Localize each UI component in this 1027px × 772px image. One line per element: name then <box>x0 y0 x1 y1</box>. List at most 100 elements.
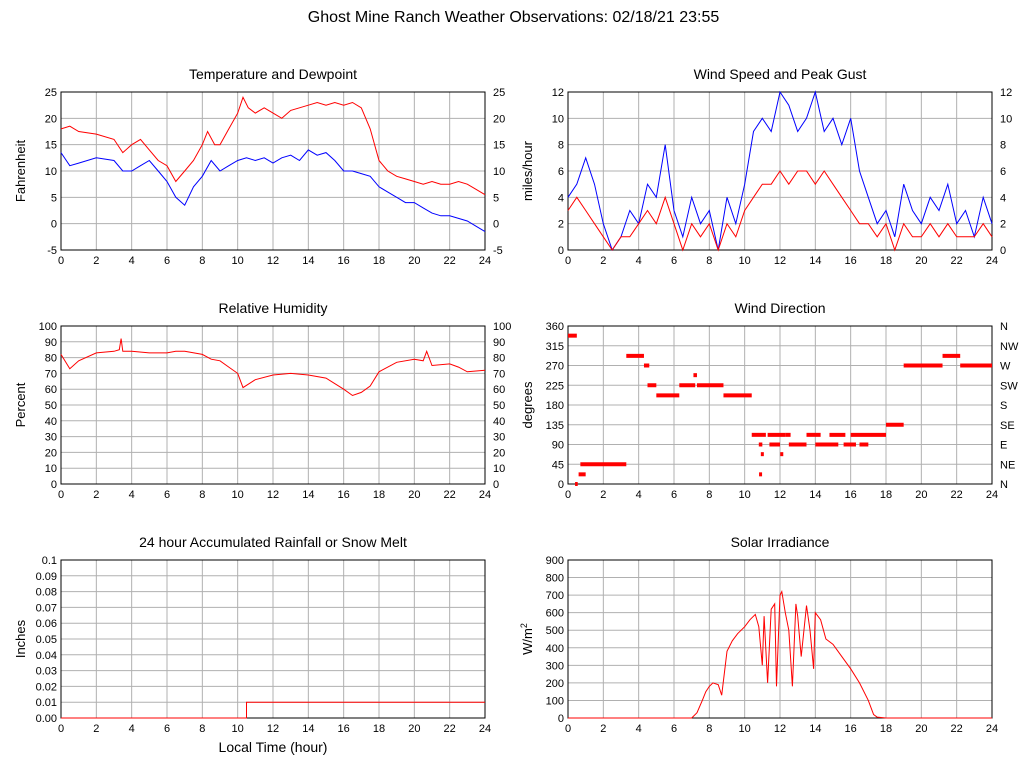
x-tick-label: 4 <box>636 723 642 735</box>
direction-point <box>760 452 764 457</box>
right-tick-label: N <box>1000 321 1008 333</box>
x-tick-label: 10 <box>739 489 751 501</box>
y-tick-label: 0.06 <box>36 618 57 630</box>
x-tick-label: 8 <box>199 723 205 735</box>
x-tick-label: 14 <box>809 255 821 267</box>
x-tick-label: 22 <box>444 723 456 735</box>
y-tick-label: 70 <box>45 368 57 380</box>
y-tick-label: 20 <box>45 447 57 459</box>
y-tick-label: 45 <box>552 459 564 471</box>
right-tick-label: 40 <box>493 416 505 428</box>
right-tick-label: S <box>1000 400 1007 412</box>
chart-title: 24 hour Accumulated Rainfall or Snow Mel… <box>139 534 407 550</box>
y-tick-label: 80 <box>45 353 57 365</box>
x-tick-label: 22 <box>444 255 456 267</box>
y-tick-label: 0 <box>51 479 57 491</box>
x-tick-label: 18 <box>880 489 892 501</box>
x-tick-label: 16 <box>845 489 857 501</box>
x-tick-label: 18 <box>880 255 892 267</box>
x-tick-label: 20 <box>408 489 420 501</box>
y-tick-label: 50 <box>45 400 57 412</box>
x-tick-label: 10 <box>739 255 751 267</box>
y-tick-label: 900 <box>546 555 564 567</box>
x-tick-label: 2 <box>600 723 606 735</box>
y-tick-label: 225 <box>546 380 564 392</box>
y-tick-label: 0.03 <box>36 666 57 678</box>
x-tick-label: 20 <box>408 723 420 735</box>
chart-title: Wind Direction <box>734 300 825 316</box>
x-tick-label: 0 <box>565 489 571 501</box>
right-tick-label: -5 <box>493 245 503 257</box>
right-tick-label: 4 <box>1000 192 1006 204</box>
x-tick-label: 0 <box>565 723 571 735</box>
y-axis-label: miles/hour <box>520 140 535 201</box>
y-tick-label: 0.07 <box>36 602 57 614</box>
y-tick-label: 0 <box>558 479 564 491</box>
right-tick-label: 6 <box>1000 166 1006 178</box>
x-tick-label: 18 <box>373 723 385 735</box>
y-axis-label-superscript: 2 <box>519 623 529 628</box>
y-tick-label: 10 <box>45 463 57 475</box>
y-tick-label: 6 <box>558 166 564 178</box>
x-tick-label: 16 <box>845 255 857 267</box>
x-tick-label: 20 <box>915 489 927 501</box>
chart-title: Temperature and Dewpoint <box>189 66 357 82</box>
x-tick-label: 24 <box>986 489 998 501</box>
x-tick-label: 8 <box>706 489 712 501</box>
y-tick-label: 315 <box>546 341 564 353</box>
y-tick-label: 0.00 <box>36 713 57 725</box>
y-tick-label: 0 <box>51 219 57 231</box>
direction-point <box>759 472 763 477</box>
y-tick-label: 15 <box>45 140 57 152</box>
y-tick-label: 100 <box>546 695 564 707</box>
y-axis-label: Percent <box>13 382 28 427</box>
y-tick-label: 5 <box>51 192 57 204</box>
right-tick-label: 90 <box>493 337 505 349</box>
y-tick-label: 100 <box>39 321 57 333</box>
y-tick-label: 30 <box>45 432 57 444</box>
y-tick-label: 25 <box>45 87 57 99</box>
x-tick-label: 12 <box>267 489 279 501</box>
y-tick-label: 0.01 <box>36 697 57 709</box>
y-axis-label: Inches <box>13 619 28 658</box>
x-tick-label: 4 <box>636 255 642 267</box>
right-tick-label: 8 <box>1000 140 1006 152</box>
chart-title: Relative Humidity <box>219 300 328 316</box>
x-tick-label: 18 <box>880 723 892 735</box>
y-axis-label: W/m2 <box>519 623 535 655</box>
x-tick-label: 14 <box>809 489 821 501</box>
y-tick-label: 10 <box>552 113 564 125</box>
y-tick-label: 10 <box>45 166 57 178</box>
y-tick-label: 60 <box>45 384 57 396</box>
series-line-0 <box>568 590 992 719</box>
x-tick-label: 4 <box>129 723 135 735</box>
right-tick-label: 10 <box>493 166 505 178</box>
right-tick-label: 2 <box>1000 219 1006 231</box>
series-line-0 <box>60 338 486 397</box>
x-tick-label: 14 <box>302 723 314 735</box>
y-tick-label: 800 <box>546 573 564 585</box>
x-tick-label: 10 <box>739 723 751 735</box>
series-line-0 <box>61 701 485 719</box>
right-tick-label: W <box>1000 361 1011 373</box>
right-tick-label: NE <box>1000 459 1015 471</box>
right-tick-label: 20 <box>493 447 505 459</box>
x-tick-label: 14 <box>809 723 821 735</box>
series-line-1 <box>567 170 993 252</box>
right-tick-label: 25 <box>493 87 505 99</box>
y-tick-label: 270 <box>546 361 564 373</box>
x-tick-label: 6 <box>164 723 170 735</box>
y-tick-label: 0.05 <box>36 634 57 646</box>
x-tick-label: 20 <box>915 723 927 735</box>
x-tick-label: 2 <box>93 723 99 735</box>
x-tick-label: 2 <box>600 489 606 501</box>
right-tick-label: SE <box>1000 420 1015 432</box>
x-tick-label: 0 <box>58 723 64 735</box>
x-tick-label: 4 <box>636 489 642 501</box>
x-tick-label: 16 <box>338 723 350 735</box>
